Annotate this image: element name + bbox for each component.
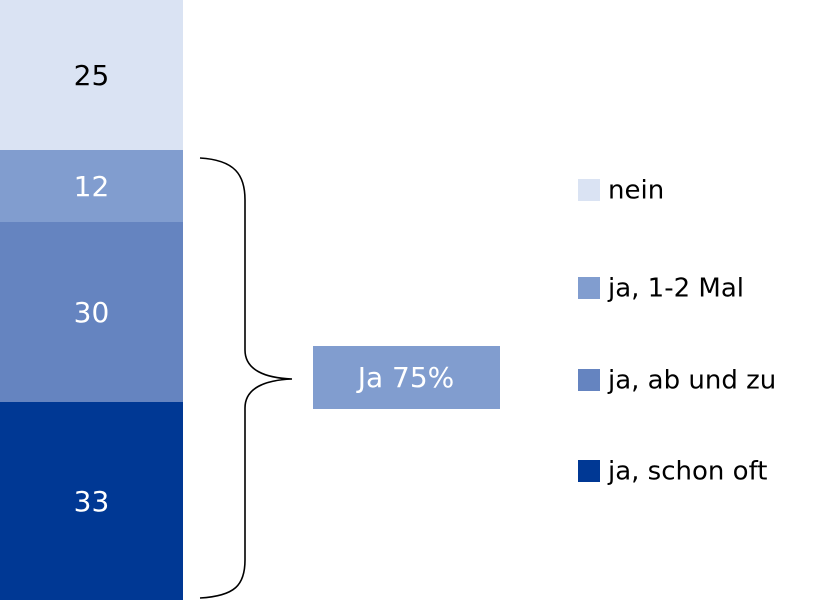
- value-label: 12: [74, 170, 110, 203]
- bar-segment: [0, 222, 183, 402]
- value-label: 33: [74, 485, 110, 518]
- legend-label: ja, ab und zu: [607, 366, 776, 396]
- annotation: Ja 75%: [356, 361, 455, 394]
- annotation-box: [313, 346, 500, 409]
- bar-segment: [0, 402, 183, 600]
- legend-swatch: [578, 179, 600, 201]
- legend-label: ja, schon oft: [607, 457, 767, 487]
- brace: [199, 157, 293, 599]
- bar-segment: [0, 0, 183, 150]
- legend-label: nein: [608, 176, 664, 206]
- legend-swatch: [578, 277, 600, 299]
- legend-swatch: [578, 460, 600, 482]
- value-label: 25: [74, 59, 110, 92]
- bar-segment: [0, 150, 183, 222]
- legend-label: ja, 1-2 Mal: [607, 274, 744, 304]
- value-label: 30: [74, 296, 110, 329]
- legend-swatch: [578, 369, 600, 391]
